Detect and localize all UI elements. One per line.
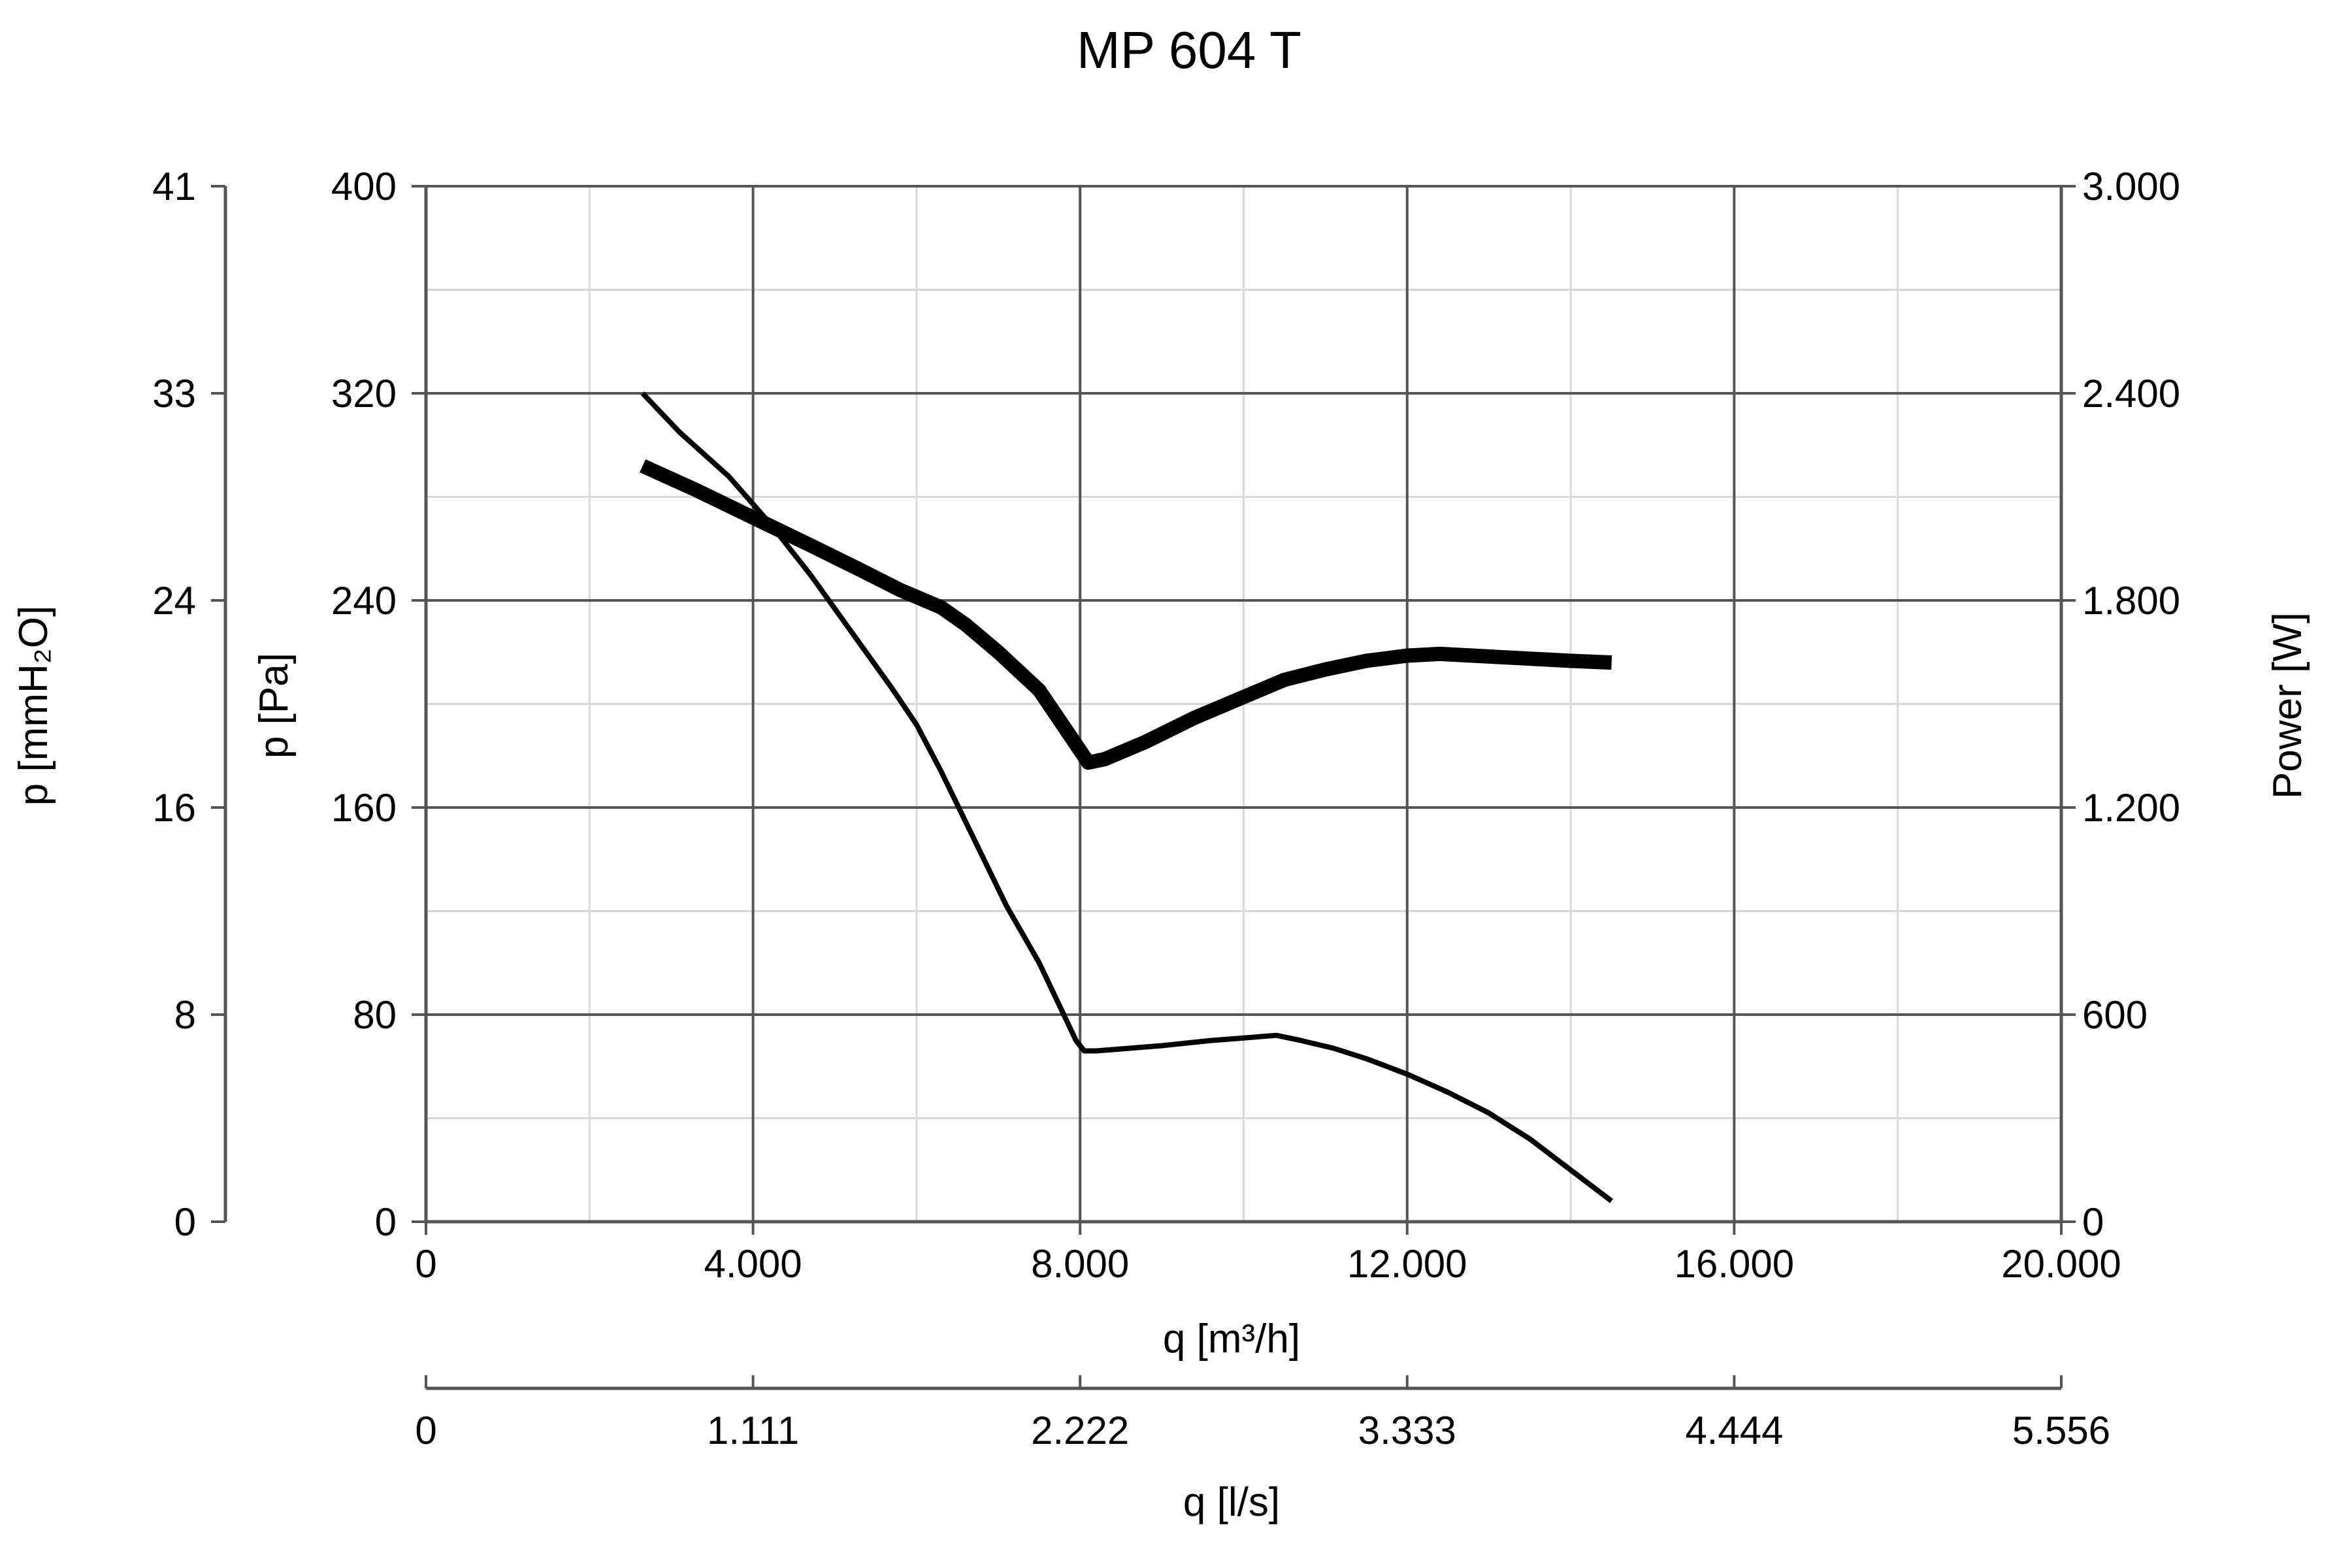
x2-axis-title: q [l/s] bbox=[1183, 1480, 1280, 1525]
power-tick-label: 1.200 bbox=[2082, 786, 2180, 830]
y-tick-label: 240 bbox=[331, 579, 397, 623]
x2-tick-label: 1.111 bbox=[707, 1409, 799, 1452]
x-tick-label: 20.000 bbox=[2001, 1242, 2121, 1286]
pressure-mmh2o-axis: 0 8 16 24 33 41 bbox=[152, 165, 225, 1244]
x-tick-label: 8.000 bbox=[1031, 1242, 1129, 1286]
power-axis: 0 600 1.200 1.800 2.400 3.000 bbox=[2061, 165, 2180, 1244]
chart-title: MP 604 T bbox=[1077, 21, 1301, 79]
power-axis-title: Power [W] bbox=[2265, 612, 2310, 799]
x2-tick-label: 0 bbox=[415, 1409, 436, 1452]
x-tick-label: 16.000 bbox=[1674, 1242, 1795, 1286]
y-tick-label: 160 bbox=[331, 786, 397, 830]
y2-tick-label: 24 bbox=[152, 579, 196, 623]
x2-tick-label: 4.444 bbox=[1685, 1409, 1783, 1452]
power-tick-label: 0 bbox=[2082, 1200, 2104, 1244]
x2-tick-label: 5.556 bbox=[2012, 1409, 2110, 1452]
flow-ls-axis: 0 1.111 2.222 3.333 4.444 5.556 bbox=[415, 1375, 2110, 1452]
y2-tick-label: 8 bbox=[174, 993, 196, 1037]
power-curve bbox=[640, 459, 1612, 770]
y-tick-label: 0 bbox=[375, 1200, 397, 1244]
y2-tick-label: 41 bbox=[152, 165, 196, 208]
y2-tick-label: 33 bbox=[152, 372, 196, 416]
x-tick-label: 4.000 bbox=[704, 1242, 802, 1286]
y-tick-label: 400 bbox=[331, 165, 397, 208]
power-tick-label: 1.800 bbox=[2082, 579, 2180, 623]
y2-axis-title: p [mmH₂O] bbox=[11, 606, 56, 806]
x-axis-title: q [m³/h] bbox=[1163, 1316, 1300, 1362]
power-tick-label: 600 bbox=[2082, 993, 2148, 1037]
y2-tick-label: 0 bbox=[174, 1200, 196, 1244]
x2-tick-label: 3.333 bbox=[1358, 1409, 1456, 1452]
x-tick-label: 0 bbox=[415, 1242, 436, 1286]
pressure-curve bbox=[640, 391, 1614, 1203]
major-grid bbox=[426, 185, 2061, 1222]
y-axis-title: p [Pa] bbox=[252, 653, 297, 759]
x2-tick-label: 2.222 bbox=[1031, 1409, 1129, 1452]
power-tick-label: 2.400 bbox=[2082, 372, 2180, 416]
flow-m3h-axis: 0 4.000 8.000 12.000 16.000 20.000 bbox=[415, 1222, 2121, 1286]
minor-grid bbox=[426, 186, 2061, 1222]
pressure-pa-axis: 0 80 160 240 320 400 bbox=[331, 165, 426, 1244]
y-tick-label: 320 bbox=[331, 372, 397, 416]
curves bbox=[640, 391, 1614, 1203]
axis-lines bbox=[223, 186, 2063, 1390]
y2-tick-label: 16 bbox=[152, 786, 196, 830]
y-tick-label: 80 bbox=[353, 993, 397, 1037]
power-tick-label: 3.000 bbox=[2082, 165, 2180, 208]
x-tick-label: 12.000 bbox=[1347, 1242, 1467, 1286]
